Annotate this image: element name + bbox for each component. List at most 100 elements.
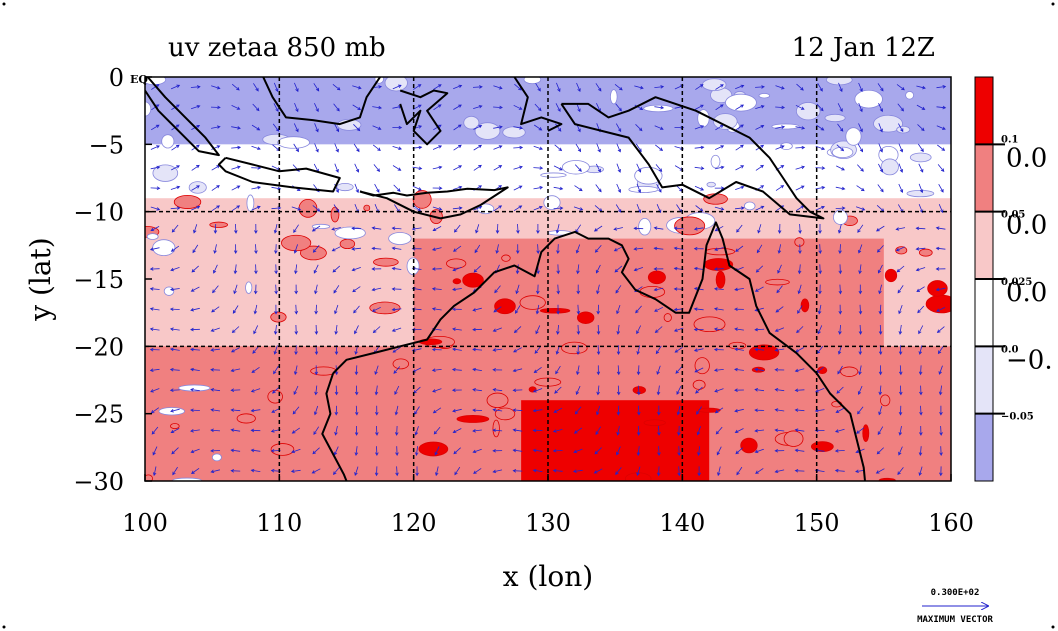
wind-vector-641 [795, 104, 805, 110]
contour-blob [452, 278, 462, 285]
wind-vector-745 [898, 183, 904, 193]
corner-mark-top-left [2, 2, 6, 6]
wind-vector-645 [795, 185, 805, 191]
wind-vector-635 [774, 388, 785, 392]
wind-vector-514 [656, 365, 661, 375]
wind-vector-339 [473, 468, 482, 474]
wind-vector-474 [616, 365, 621, 376]
wind-vector-324 [473, 164, 482, 171]
wind-vector-731 [878, 304, 883, 315]
wind-vector-630 [776, 285, 783, 294]
wind-vector-368 [516, 244, 520, 255]
wind-vector-119 [250, 468, 261, 473]
wind-vector-656 [794, 408, 805, 412]
wind-vector-81 [231, 105, 241, 110]
contour-blob [905, 91, 915, 100]
wind-vector-356 [492, 408, 503, 412]
wind-vector-248 [391, 246, 402, 251]
wind-vector-586 [734, 206, 745, 210]
wind-vector-55 [190, 388, 200, 392]
colorbar-swatch-0 [974, 76, 994, 145]
wind-vector-53 [190, 347, 200, 352]
wind-vector-259 [395, 466, 399, 477]
wind-vector-50 [190, 286, 200, 292]
wind-vector-258 [395, 446, 399, 457]
wind-vector-419 [552, 468, 563, 473]
wind-vector-596 [734, 408, 744, 413]
wind-vector-466 [615, 204, 622, 213]
wind-vector-66 [211, 205, 220, 212]
chart-title: uv zetaa 850 mb [168, 33, 386, 63]
colorbar-small-label-2: 0.025 [1001, 277, 1032, 288]
wind-vector-293 [431, 347, 442, 352]
wind-vector-323 [473, 144, 483, 151]
wind-vector-798 [939, 446, 943, 457]
wind-vector-741 [897, 103, 905, 112]
wind-vector-581 [735, 104, 745, 110]
wind-vector-664 [815, 166, 826, 170]
wind-vector-288 [431, 247, 442, 251]
wind-vector-578 [716, 446, 722, 456]
wind-vector-680 [838, 82, 843, 93]
wind-vector-722 [878, 123, 883, 133]
wind-vector-283 [432, 145, 443, 150]
wind-vector-73 [210, 348, 221, 352]
contour-blob [833, 209, 848, 225]
wind-vector-652 [796, 326, 804, 334]
wind-vector-11 [149, 307, 160, 311]
wind-vector-278 [415, 446, 419, 457]
wind-vector-504 [655, 164, 663, 173]
wind-vector-385 [533, 185, 544, 190]
wind-vector-661 [816, 103, 824, 112]
wind-vector-508 [653, 246, 664, 251]
wind-vector-154 [293, 365, 298, 376]
wind-vector-105 [251, 185, 262, 190]
wind-vector-751 [898, 304, 903, 315]
wind-vector-129 [274, 264, 278, 275]
wind-vector-297 [433, 426, 441, 435]
contour-blob [494, 298, 516, 315]
wind-vector-341 [493, 105, 503, 110]
contour-blob [694, 357, 710, 375]
wind-vector-384 [533, 166, 544, 170]
wind-vector-181 [333, 103, 340, 112]
wind-vector-302 [453, 124, 462, 131]
contour-blob [369, 301, 401, 315]
wind-vector-683 [836, 144, 845, 152]
wind-vector-714 [858, 365, 862, 376]
wind-vector-424 [574, 164, 582, 172]
wind-vector-212 [354, 325, 359, 335]
wind-vector-620 [775, 85, 785, 90]
wind-vector-14 [149, 368, 160, 372]
wind-vector-755 [898, 385, 903, 396]
max-vector-label: MAXIMUM VECTOR [917, 615, 993, 625]
y-equator-suffix: EQ [130, 73, 148, 86]
wind-vector-762 [917, 124, 925, 132]
wind-vector-748 [895, 246, 905, 252]
contour-blob [896, 125, 911, 134]
wind-vector-250 [391, 287, 402, 291]
contour-blob [795, 102, 821, 121]
contour-blob [743, 201, 756, 211]
wind-vector-773 [918, 345, 923, 355]
contour-blob [543, 195, 561, 211]
wind-vector-40 [190, 85, 201, 89]
wind-vector-579 [717, 466, 721, 477]
x-tick-label-150: 150 [794, 509, 840, 537]
wind-vector-308 [453, 245, 462, 252]
contour-blob [523, 77, 542, 85]
contour-blob [824, 113, 846, 123]
wind-vector-528 [673, 246, 684, 251]
wind-vector-37 [170, 428, 180, 433]
wind-vector-227 [371, 226, 382, 230]
contour-blob [339, 238, 356, 250]
colorbar-big-label-1: 0.0 [1006, 211, 1047, 241]
vorticity-field [145, 77, 951, 481]
colorbar-swatch-3 [974, 278, 994, 347]
contour-blob [211, 453, 222, 462]
colorbar-small-label-1: 0.05 [1001, 210, 1025, 221]
wind-vector-207 [351, 226, 362, 231]
wind-vector-471 [616, 304, 621, 315]
wind-vector-94 [230, 368, 241, 373]
contour-blob [299, 245, 327, 261]
